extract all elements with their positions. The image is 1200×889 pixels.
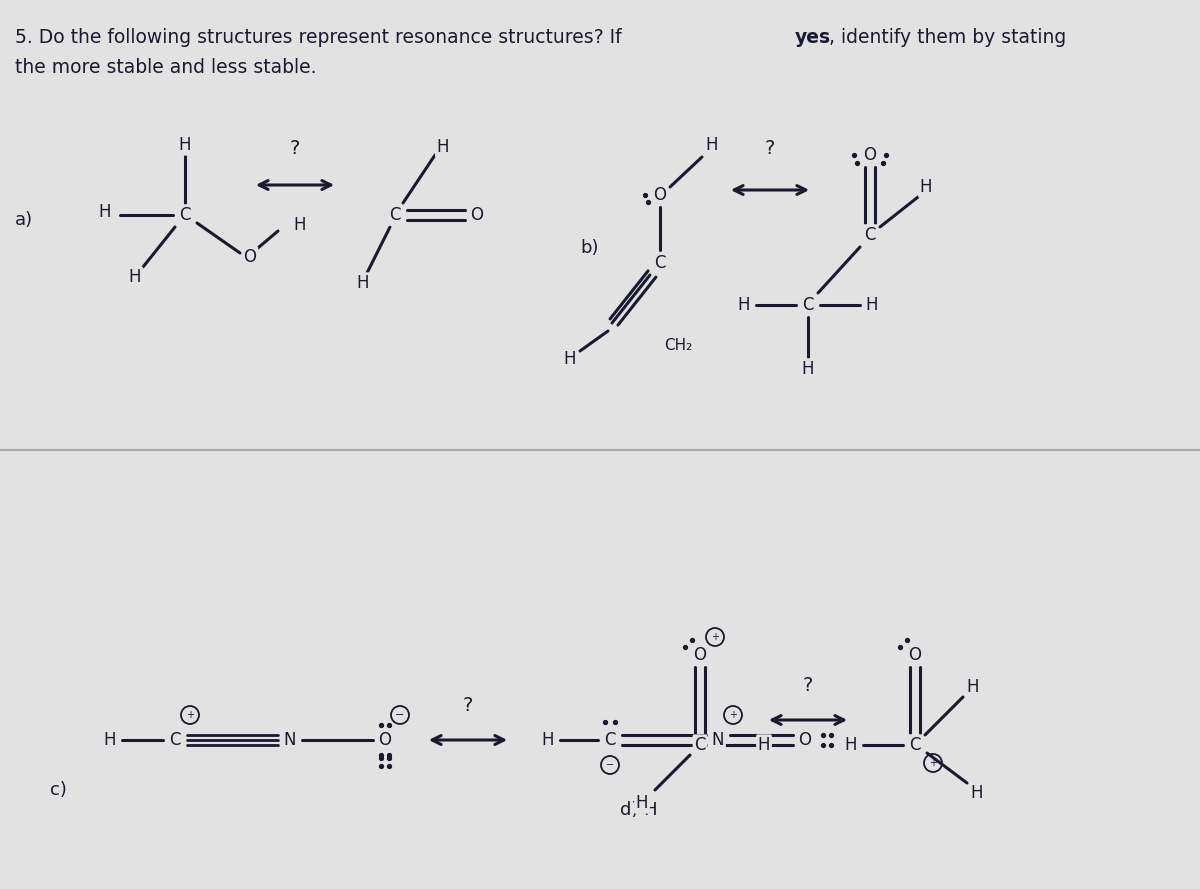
Text: a): a) bbox=[14, 211, 34, 229]
Text: +: + bbox=[186, 710, 194, 720]
Text: −: − bbox=[606, 760, 614, 770]
Text: N: N bbox=[712, 731, 725, 749]
Text: C: C bbox=[864, 226, 876, 244]
Text: O: O bbox=[798, 731, 811, 749]
Text: ?: ? bbox=[463, 695, 473, 715]
Text: +: + bbox=[929, 758, 937, 768]
Text: H: H bbox=[865, 296, 878, 314]
Text: c): c) bbox=[50, 781, 67, 799]
Text: H: H bbox=[967, 678, 979, 696]
Text: H: H bbox=[564, 350, 576, 368]
Text: C: C bbox=[169, 731, 181, 749]
Text: O: O bbox=[378, 731, 391, 749]
Text: O: O bbox=[864, 146, 876, 164]
Text: H: H bbox=[706, 136, 719, 154]
Text: C: C bbox=[605, 731, 616, 749]
Text: H: H bbox=[179, 136, 191, 154]
Text: −: − bbox=[395, 710, 404, 720]
Text: H: H bbox=[103, 731, 116, 749]
Text: 5. Do the following structures represent resonance structures? If: 5. Do the following structures represent… bbox=[14, 28, 628, 47]
Text: +: + bbox=[730, 710, 737, 720]
Text: H: H bbox=[738, 296, 750, 314]
Text: N: N bbox=[283, 731, 296, 749]
Text: ?: ? bbox=[803, 676, 814, 694]
Text: CH₂: CH₂ bbox=[664, 338, 692, 353]
Text: , identify them by stating: , identify them by stating bbox=[829, 28, 1067, 47]
Text: d) H: d) H bbox=[620, 801, 658, 819]
Text: C: C bbox=[654, 254, 666, 272]
Text: H: H bbox=[802, 360, 815, 378]
Text: H: H bbox=[128, 268, 142, 286]
Text: H: H bbox=[971, 784, 983, 802]
Text: ?: ? bbox=[290, 139, 300, 157]
Text: O: O bbox=[694, 646, 707, 664]
Text: C: C bbox=[695, 736, 706, 754]
Text: C: C bbox=[910, 736, 920, 754]
Text: yes: yes bbox=[796, 28, 832, 47]
Text: H: H bbox=[356, 274, 370, 292]
Text: H: H bbox=[845, 736, 857, 754]
Text: O: O bbox=[470, 206, 484, 224]
Text: H: H bbox=[294, 216, 306, 234]
Text: C: C bbox=[179, 206, 191, 224]
Text: H: H bbox=[437, 138, 449, 156]
Text: C: C bbox=[803, 296, 814, 314]
Text: +: + bbox=[710, 632, 719, 642]
Text: C: C bbox=[389, 206, 401, 224]
Text: O: O bbox=[244, 248, 257, 266]
Text: the more stable and less stable.: the more stable and less stable. bbox=[14, 58, 317, 77]
Text: H: H bbox=[757, 736, 770, 754]
Text: H: H bbox=[541, 731, 554, 749]
Text: O: O bbox=[908, 646, 922, 664]
Text: ?: ? bbox=[764, 139, 775, 157]
Text: H: H bbox=[919, 178, 932, 196]
Text: O: O bbox=[654, 186, 666, 204]
Text: H: H bbox=[98, 203, 112, 221]
Text: b): b) bbox=[580, 239, 599, 257]
Text: H: H bbox=[636, 794, 648, 812]
